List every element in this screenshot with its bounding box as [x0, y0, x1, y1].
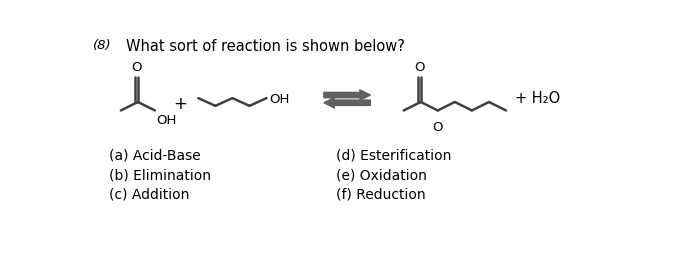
- Text: (8): (8): [93, 39, 111, 52]
- Text: (d) Esterification: (d) Esterification: [335, 149, 451, 163]
- Text: OH: OH: [157, 114, 177, 127]
- Text: +: +: [174, 95, 188, 113]
- Text: O: O: [433, 121, 443, 134]
- Text: (a) Acid-Base: (a) Acid-Base: [109, 149, 201, 163]
- Text: What sort of reaction is shown below?: What sort of reaction is shown below?: [126, 39, 405, 54]
- Text: (b) Elimination: (b) Elimination: [109, 168, 211, 182]
- Text: O: O: [131, 61, 141, 74]
- Text: O: O: [414, 61, 424, 74]
- Text: (c) Addition: (c) Addition: [109, 187, 190, 201]
- Text: OH: OH: [269, 93, 289, 106]
- Text: (f) Reduction: (f) Reduction: [335, 187, 425, 201]
- Text: + H₂O: + H₂O: [515, 91, 561, 106]
- FancyArrow shape: [324, 90, 370, 101]
- FancyArrow shape: [324, 97, 370, 108]
- Text: (e) Oxidation: (e) Oxidation: [335, 168, 426, 182]
